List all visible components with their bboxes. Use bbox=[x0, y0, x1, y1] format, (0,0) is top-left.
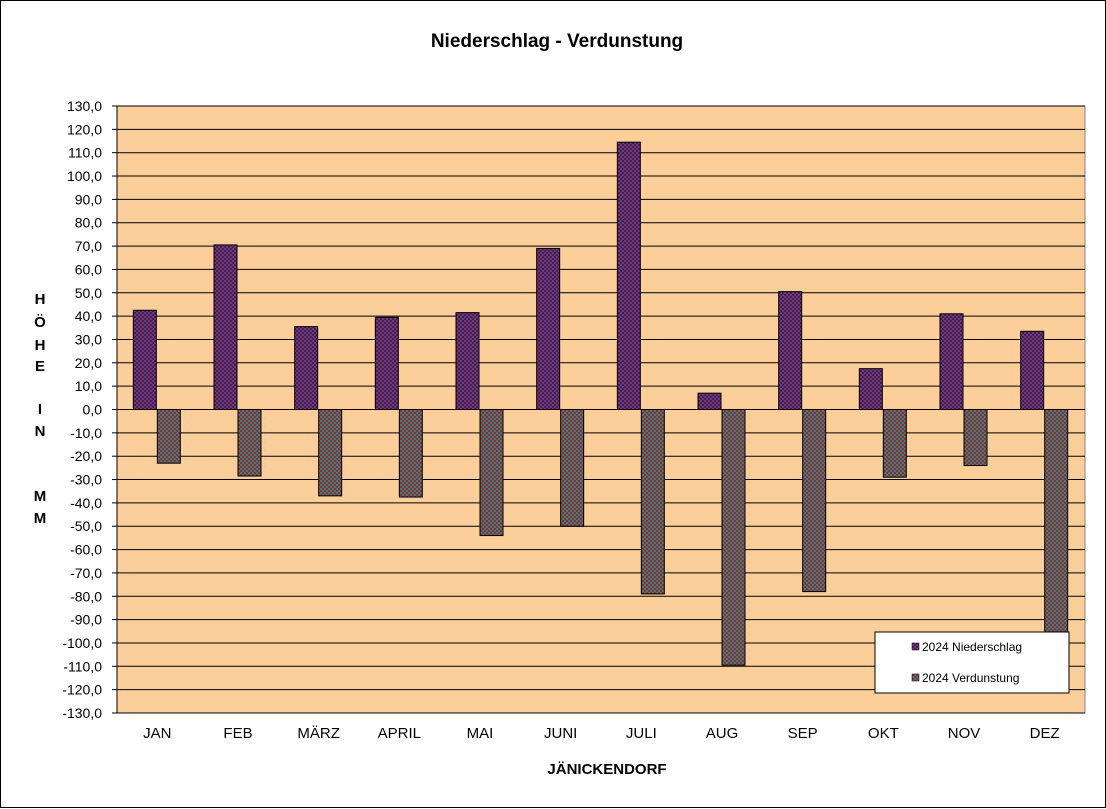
y-label-letter: H bbox=[35, 337, 46, 354]
y-tick-label: 60,0 bbox=[75, 261, 102, 277]
y-tick-label: -50,0 bbox=[70, 518, 102, 534]
x-category-label: OKT bbox=[868, 725, 899, 742]
legend: 2024 Niederschlag 2024 Verdunstung bbox=[874, 631, 1070, 694]
bar-niederschlag bbox=[778, 291, 803, 411]
bar-verdunstung bbox=[479, 409, 504, 537]
y-label-letter: E bbox=[35, 358, 45, 375]
gridlines bbox=[117, 105, 1085, 714]
bar-niederschlag bbox=[939, 313, 964, 410]
y-label-letter: Ö bbox=[34, 314, 46, 331]
y-label-letter: H bbox=[35, 291, 46, 308]
y-tick-label: 50,0 bbox=[75, 285, 102, 301]
legend-box bbox=[874, 631, 1070, 694]
bar-verdunstung bbox=[882, 409, 907, 478]
y-tick-label: -30,0 bbox=[70, 472, 102, 488]
y-tick-label: -70,0 bbox=[70, 565, 102, 581]
legend-label-niederschlag: 2024 Niederschlag bbox=[922, 640, 1022, 654]
legend-swatch-niederschlag bbox=[911, 642, 920, 651]
x-category-label: MAI bbox=[467, 725, 494, 742]
bar-verdunstung bbox=[156, 409, 181, 464]
chart-title: Niederschlag - Verdunstung bbox=[431, 31, 683, 52]
y-tick-label: 130,0 bbox=[67, 98, 102, 114]
y-tick-label: -20,0 bbox=[70, 448, 102, 464]
x-axis-categories: JAN FEB MÄRZ APRIL MAI JUNI JULI AUG SEP OKT NOV DE… bbox=[143, 725, 1060, 742]
bar-niederschlag bbox=[1020, 330, 1045, 410]
legend-label-verdunstung: 2024 Verdunstung bbox=[922, 671, 1019, 685]
x-category-label: AUG bbox=[706, 725, 739, 742]
x-category-label: JULI bbox=[626, 725, 657, 742]
bar-verdunstung bbox=[237, 409, 262, 477]
x-category-label: FEB bbox=[223, 725, 252, 742]
bar-niederschlag bbox=[132, 309, 157, 410]
y-label-letter: M bbox=[34, 510, 47, 527]
y-label-letter: N bbox=[35, 423, 46, 440]
bar-niederschlag bbox=[455, 312, 480, 410]
y-tick-label: 80,0 bbox=[75, 215, 102, 231]
legend-swatch-verdunstung bbox=[911, 673, 920, 682]
y-tick-label: -60,0 bbox=[70, 542, 102, 558]
y-tick-label: -80,0 bbox=[70, 588, 102, 604]
bar-verdunstung bbox=[963, 409, 988, 467]
y-tick-label: 0,0 bbox=[83, 402, 103, 418]
y-tick-label: 30,0 bbox=[75, 331, 102, 347]
bar-niederschlag bbox=[374, 316, 399, 410]
y-tick-label: -100,0 bbox=[62, 635, 102, 651]
y-tick-label: 110,0 bbox=[68, 145, 102, 161]
y-tick-label: 20,0 bbox=[75, 355, 102, 371]
y-tick-label: 90,0 bbox=[75, 191, 102, 207]
y-tick-label: -120,0 bbox=[62, 682, 102, 698]
bar-niederschlag bbox=[858, 368, 883, 410]
y-tick-label: 120,0 bbox=[67, 121, 102, 137]
bar-niederschlag bbox=[536, 247, 561, 410]
bar-niederschlag bbox=[616, 141, 641, 411]
bar-verdunstung bbox=[398, 409, 423, 498]
x-axis-label: JÄNICKENDORF bbox=[547, 761, 666, 778]
y-tick-label: 100,0 bbox=[67, 168, 102, 184]
bar-verdunstung bbox=[318, 409, 343, 497]
y-tick-label: -40,0 bbox=[70, 495, 102, 511]
bars bbox=[132, 141, 1069, 666]
bar-verdunstung bbox=[721, 409, 746, 666]
bar-verdunstung bbox=[560, 409, 585, 527]
bar-verdunstung bbox=[1044, 409, 1069, 644]
y-tick-label: -90,0 bbox=[70, 612, 102, 628]
bar-verdunstung bbox=[640, 409, 665, 595]
bar-niederschlag bbox=[697, 392, 722, 410]
y-tick-label: 40,0 bbox=[75, 308, 102, 324]
y-tick-label: 70,0 bbox=[75, 238, 102, 254]
x-category-label: APRIL bbox=[378, 725, 421, 742]
bar-niederschlag bbox=[213, 244, 238, 410]
x-category-label: MÄRZ bbox=[297, 725, 340, 742]
y-axis-ticks: 130,0 120,0 110,0 100,0 90,0 80,0 70,0 60,0 50,0… bbox=[62, 98, 117, 721]
y-label-letter: M bbox=[34, 488, 47, 505]
x-category-label: SEP bbox=[788, 725, 818, 742]
y-tick-label: -110,0 bbox=[63, 658, 102, 674]
y-tick-label: -10,0 bbox=[70, 425, 102, 441]
y-tick-label: 10,0 bbox=[75, 378, 102, 394]
y-tick-label: -130,0 bbox=[62, 705, 102, 721]
bar-verdunstung bbox=[802, 409, 827, 593]
x-category-label: JUNI bbox=[544, 725, 577, 742]
y-label-letter: I bbox=[38, 401, 42, 418]
x-category-label: DEZ bbox=[1030, 725, 1060, 742]
bar-niederschlag bbox=[294, 326, 319, 410]
x-category-label: NOV bbox=[948, 725, 981, 742]
x-category-label: JAN bbox=[143, 725, 171, 742]
